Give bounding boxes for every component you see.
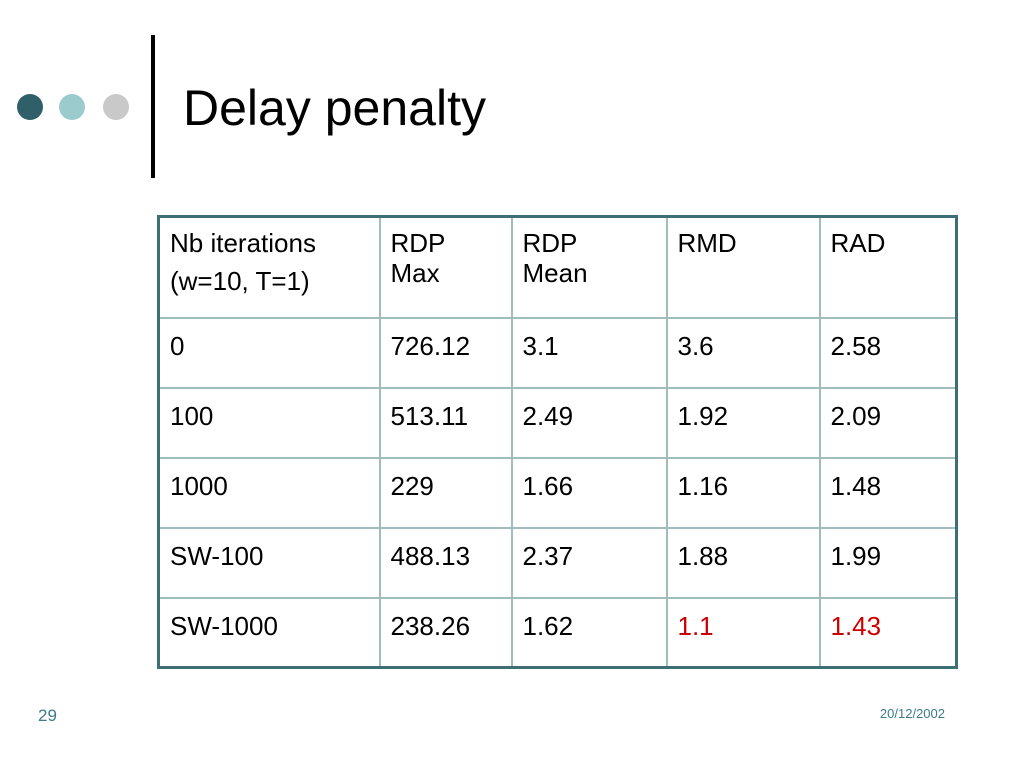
header-line: RDP (390, 228, 446, 258)
bullet-dot (17, 94, 43, 120)
cell: 1000 (157, 456, 381, 529)
footer-date: 20/12/2002 (879, 706, 945, 721)
header-cell: Nb iterations (w=10, T=1) (157, 215, 381, 319)
cell: 1.48 (818, 456, 958, 529)
cell: 1.92 (665, 386, 821, 459)
cell: 229 (378, 456, 513, 529)
cell: 3.1 (510, 316, 668, 389)
cell: 488.13 (378, 526, 513, 599)
bullet-dot (59, 94, 85, 120)
cell: 2.37 (510, 526, 668, 599)
highlighted-cell: 1.43 (818, 596, 958, 669)
table-row: 1000 229 1.66 1.16 1.48 (157, 456, 958, 529)
cell: SW-1000 (157, 596, 381, 669)
header-line: Mean (522, 258, 588, 288)
title-divider (151, 35, 155, 178)
table-row: SW-100 488.13 2.37 1.88 1.99 (157, 526, 958, 599)
results-table: Nb iterations (w=10, T=1) RDP Max RDP Mean … (157, 215, 958, 669)
header-line: RDP (522, 228, 578, 258)
header-line: RMD (677, 228, 737, 258)
header-line: (w=10, T=1) (170, 266, 310, 296)
cell: 1.16 (665, 456, 821, 529)
header-row: Nb iterations (w=10, T=1) RDP Max RDP Mean … (157, 215, 958, 319)
cell: 0 (157, 316, 381, 389)
header-line: RAD (830, 228, 886, 258)
slide-title: Delay penalty (183, 80, 486, 136)
header-cell: RDP Mean (510, 215, 668, 319)
bullet-dot (103, 94, 129, 120)
table-row: SW-1000 238.26 1.62 1.1 1.43 (157, 596, 958, 669)
cell: 1.88 (665, 526, 821, 599)
cell: 726.12 (378, 316, 513, 389)
highlighted-cell: 1.1 (665, 596, 821, 669)
header-cell: RMD (665, 215, 821, 319)
cell: 3.6 (665, 316, 821, 389)
table-row: 0 726.12 3.1 3.6 2.58 (157, 316, 958, 389)
cell: 513.11 (378, 386, 513, 459)
header-cell: RDP Max (378, 215, 513, 319)
header-line: Max (390, 258, 440, 288)
cell: SW-100 (157, 526, 381, 599)
cell: 100 (157, 386, 381, 459)
cell: 238.26 (378, 596, 513, 669)
cell: 2.49 (510, 386, 668, 459)
cell: 2.09 (818, 386, 958, 459)
header-cell: RAD (818, 215, 958, 319)
cell: 1.99 (818, 526, 958, 599)
header-line: Nb iterations (170, 228, 316, 258)
cell: 1.62 (510, 596, 668, 669)
page-number: 29 (38, 706, 57, 725)
cell: 1.66 (510, 456, 668, 529)
cell: 2.58 (818, 316, 958, 389)
table-row: 100 513.11 2.49 1.92 2.09 (157, 386, 958, 459)
